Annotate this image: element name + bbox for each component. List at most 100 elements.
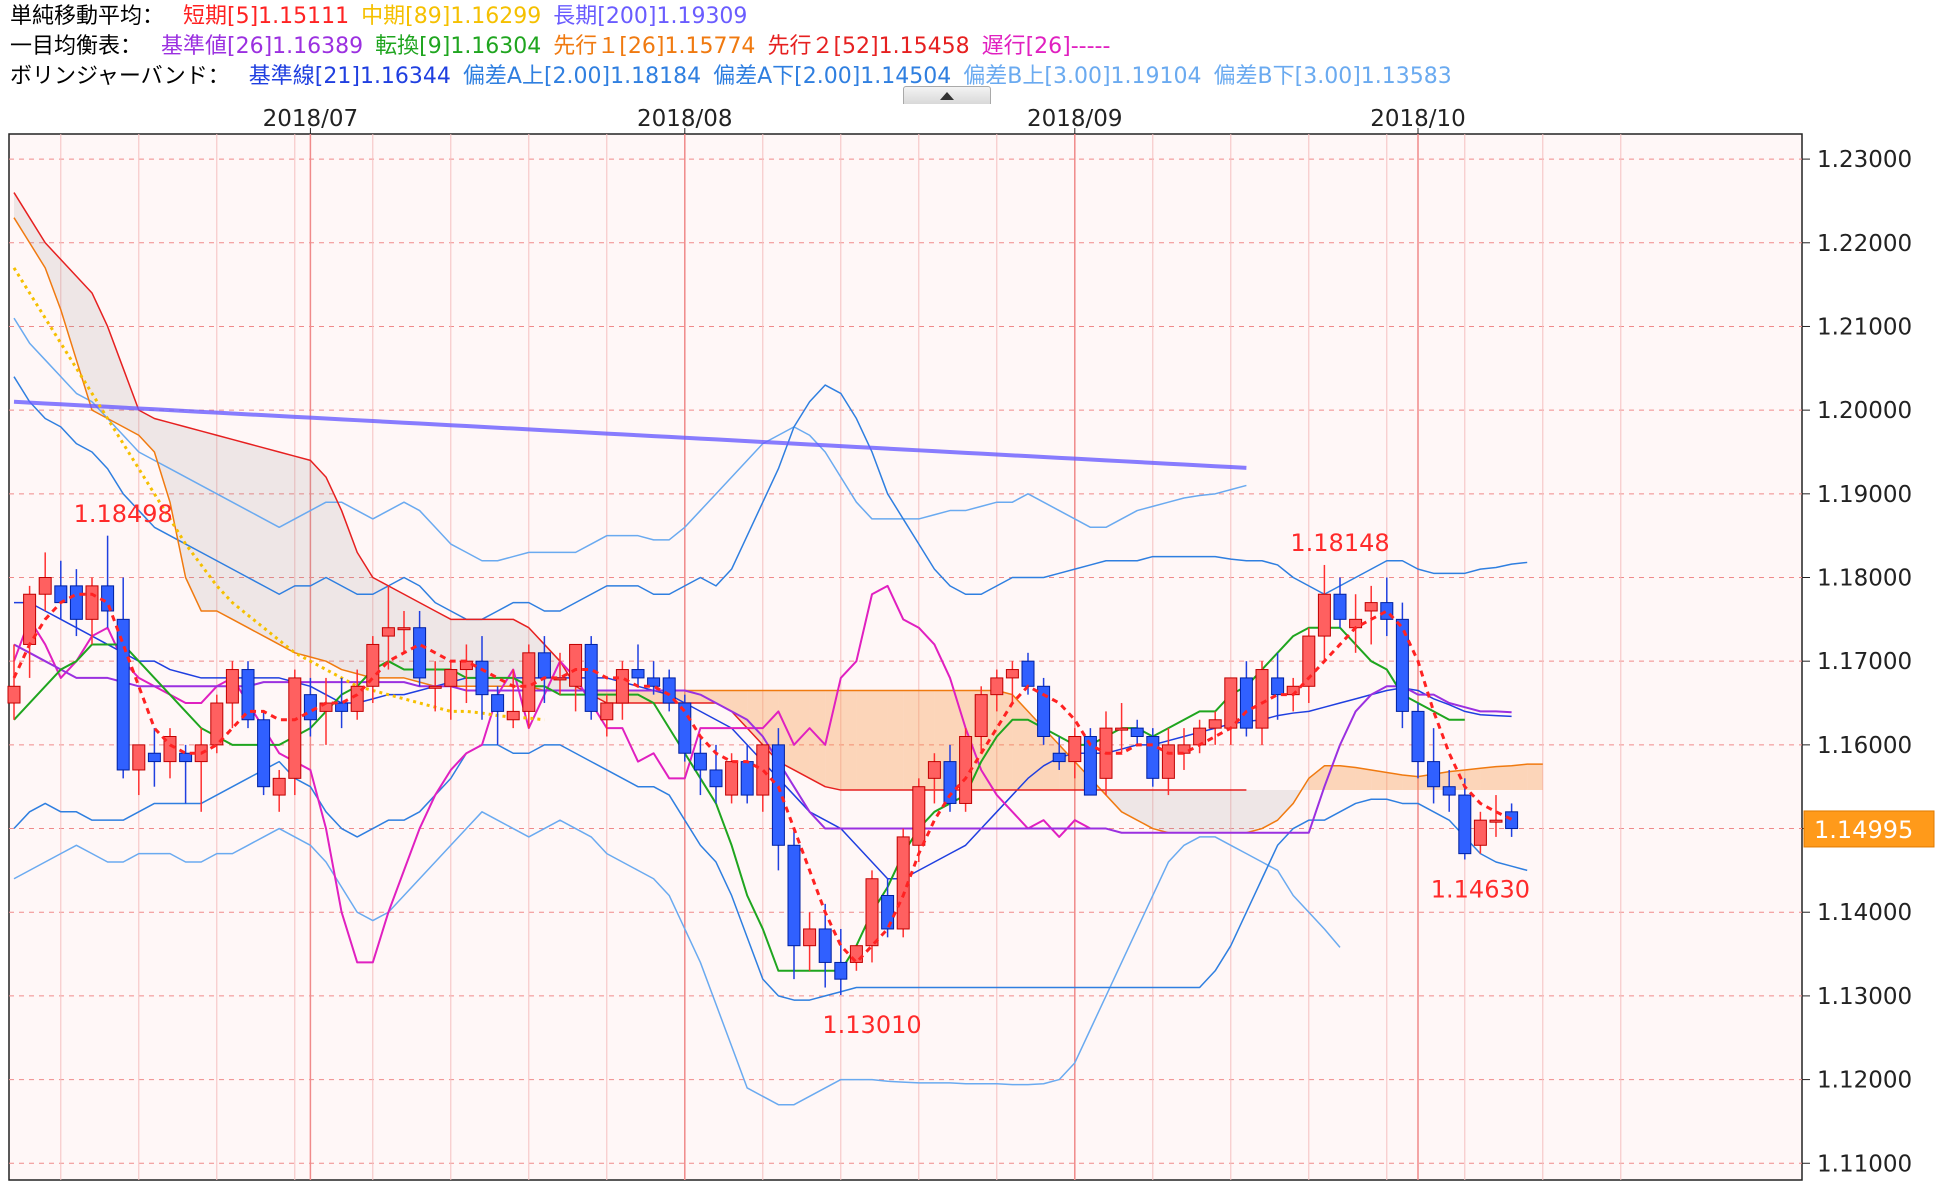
candle-body xyxy=(1037,685,1051,737)
cloud-segment xyxy=(310,460,326,662)
legend-bollinger-item: 偏差B下[3.00]1.13583 xyxy=(1213,64,1452,89)
cloud-segment xyxy=(872,690,888,791)
candle-body xyxy=(1208,719,1222,729)
x-tick-label: 2018/07 xyxy=(263,106,359,132)
candle-body xyxy=(1395,618,1409,712)
legend-bollinger-item: 偏差A上[2.00]1.18184 xyxy=(462,64,702,89)
candle-body xyxy=(381,627,395,637)
candle xyxy=(116,577,130,779)
candle xyxy=(912,778,926,863)
cloud-segment xyxy=(14,192,30,243)
candle xyxy=(381,585,395,670)
candle xyxy=(428,661,442,712)
candle-body xyxy=(69,585,83,620)
candle-body xyxy=(1255,669,1269,729)
series-line xyxy=(13,376,1528,621)
candle xyxy=(7,644,21,720)
candle xyxy=(943,744,957,812)
series-line xyxy=(13,643,1512,834)
candle-body xyxy=(475,660,489,696)
candle xyxy=(163,728,177,779)
price-annotation: 1.14630 xyxy=(1431,876,1530,904)
candle-body xyxy=(444,669,458,687)
candle xyxy=(600,694,614,737)
cloud-segment xyxy=(232,439,248,628)
series-line-short-sma xyxy=(12,592,1513,965)
candle-body xyxy=(756,744,770,796)
candle-body xyxy=(428,685,442,689)
candle-body xyxy=(615,669,629,704)
y-tick-label: 1.19000 xyxy=(1817,482,1912,508)
candle xyxy=(818,903,832,988)
current-price-box xyxy=(1803,810,1935,848)
series-line xyxy=(12,267,545,722)
cloud-segment xyxy=(1199,790,1216,833)
candle xyxy=(678,694,692,762)
candle-body xyxy=(491,694,505,712)
candle-body xyxy=(303,694,317,721)
series-line xyxy=(13,192,1247,791)
candle xyxy=(335,677,349,729)
candle xyxy=(834,928,848,996)
candle xyxy=(1427,728,1441,804)
candle-body xyxy=(257,719,271,788)
x-tick-label: 2018/10 xyxy=(1370,106,1466,132)
cloud-segment xyxy=(1184,790,1200,833)
candle xyxy=(803,912,817,971)
legend-ichimoku-title: 一目均衡表： xyxy=(10,34,143,59)
candle-body xyxy=(225,669,239,704)
candle-body xyxy=(834,961,848,980)
candle xyxy=(1115,703,1129,754)
candle xyxy=(787,828,801,980)
candle-body xyxy=(865,878,879,947)
candle xyxy=(1473,811,1487,854)
candle-body xyxy=(1130,727,1144,737)
candle xyxy=(615,661,629,720)
candle xyxy=(1005,661,1019,704)
price-annotation: 1.13010 xyxy=(822,1011,921,1039)
candle-body xyxy=(631,669,645,679)
candle-body xyxy=(38,577,52,595)
price-chart[interactable]: 1.18498 1.13010 1.18148 1.14630 1.23000 1.22… xyxy=(0,104,1936,1186)
y-tick-label: 1.12000 xyxy=(1817,1068,1912,1094)
cloud-segment xyxy=(388,585,404,678)
cloud-segment xyxy=(1106,790,1122,812)
candle xyxy=(584,636,598,720)
ichimoku-cloud xyxy=(14,192,1543,833)
candle xyxy=(444,661,458,720)
candle-body xyxy=(584,643,598,712)
cloud-segment xyxy=(216,435,233,620)
cloud-segment xyxy=(809,690,826,787)
legend-bollinger-title: ボリンジャーバンド： xyxy=(10,64,230,89)
cloud-segment xyxy=(1262,790,1278,829)
y-tick-label: 1.16000 xyxy=(1817,733,1912,759)
candle-body xyxy=(1239,677,1253,729)
cloud-segment xyxy=(1324,765,1340,791)
cloud-segment xyxy=(29,217,46,268)
candle xyxy=(1068,728,1082,779)
candle-body xyxy=(1411,710,1425,763)
candle xyxy=(537,636,551,704)
candle xyxy=(1052,736,1066,770)
candles xyxy=(7,535,1519,996)
candle xyxy=(257,711,271,796)
candle-body xyxy=(522,652,536,712)
candle xyxy=(1083,728,1097,796)
candle xyxy=(990,669,1004,712)
cloud-segment xyxy=(201,431,217,611)
candle xyxy=(1146,728,1160,787)
candle-body xyxy=(1021,660,1035,687)
candle-body xyxy=(1442,786,1456,796)
candle xyxy=(506,669,520,729)
candle-body xyxy=(1364,602,1378,612)
cloud-segment xyxy=(1308,765,1325,791)
cloud-segment xyxy=(1230,790,1247,833)
candle-body xyxy=(771,744,785,846)
candle-body xyxy=(147,752,161,763)
price-annotation: 1.18148 xyxy=(1290,529,1389,557)
cloud-segment xyxy=(185,426,202,611)
candle-body xyxy=(927,761,941,779)
candle-body xyxy=(1083,735,1097,796)
cloud-segment xyxy=(1402,774,1418,791)
candle xyxy=(288,669,302,796)
